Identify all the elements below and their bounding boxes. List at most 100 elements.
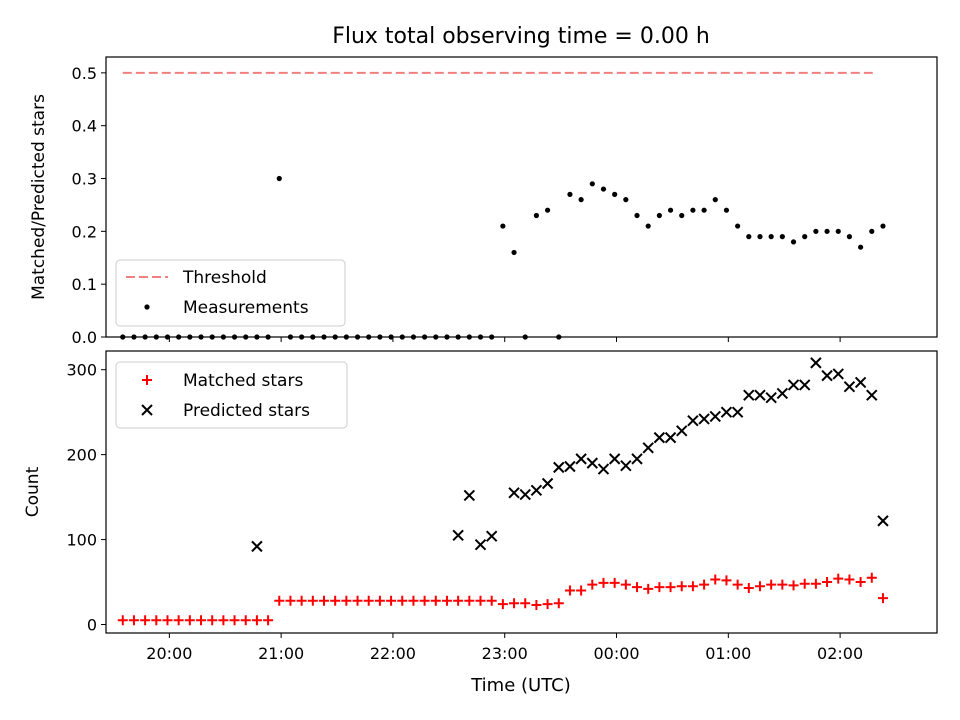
matched-star-point (453, 595, 464, 606)
measurement-point (824, 228, 830, 234)
matched-star-point (128, 615, 139, 626)
predicted-star-point (854, 376, 867, 389)
legend-label-predicted: Predicted stars (183, 401, 310, 421)
measurement-point (131, 334, 137, 340)
matched-star-point (218, 615, 229, 626)
matched-star-point (374, 595, 385, 606)
predicted-star-point (485, 530, 498, 542)
measurement-point (846, 234, 853, 240)
measurement-point (634, 212, 640, 219)
measurement-point (164, 334, 171, 340)
matched-star-point (352, 595, 363, 606)
legend-frame (115, 361, 348, 429)
measurement-point (723, 207, 730, 213)
y-tick-label: 0 (87, 616, 97, 635)
matched-star-point (330, 595, 341, 606)
y-tick-label: 0.5 (72, 64, 97, 83)
matched-star-point (207, 615, 218, 626)
matched-star-point (117, 615, 128, 626)
measurement-point (779, 234, 785, 240)
count-panel: 0 100 200 300 20:00 21:00 22:00 23:00 00:00 01:00… (23, 350, 938, 663)
legend-swatch-predicted (141, 404, 153, 416)
matched-star-point (520, 598, 531, 609)
x-tick-label: 21:00 (258, 644, 304, 663)
legend-label-measurements: Measurements (183, 298, 309, 318)
measurement-point (120, 334, 126, 340)
measurement-point (231, 334, 238, 340)
measurement-point (444, 334, 450, 340)
measurement-point (667, 207, 674, 213)
matched-star-point (699, 579, 710, 590)
matched-star-point (464, 595, 475, 606)
chart-title: Flux total observing time = 0.00 h (332, 24, 710, 49)
predicted-star-point (687, 414, 699, 427)
predicted-star-point (787, 379, 800, 391)
legend-swatch-measurements (144, 304, 150, 310)
legend-label-threshold: Threshold (182, 268, 267, 288)
legend-swatch-matched (142, 375, 152, 385)
matched-star-point (251, 615, 262, 626)
matched-star-point (475, 595, 486, 606)
x-tick-label: 23:00 (482, 644, 528, 663)
measurement-point (567, 191, 573, 197)
matched-star-point (844, 574, 855, 585)
matched-star-point (151, 615, 162, 626)
plot-frame (105, 56, 938, 338)
measurement-point (880, 223, 886, 229)
predicted-star-point (597, 463, 610, 475)
matched-star-point (486, 595, 497, 606)
matched-star-point (620, 579, 631, 590)
y-tick-label: 0.2 (72, 222, 97, 241)
matched-star-point (576, 585, 587, 596)
matched-star-point (743, 582, 754, 593)
predicted-star-point (452, 529, 464, 542)
matched-star-point (307, 595, 318, 606)
measurement-point (790, 239, 797, 245)
measurement-point (142, 334, 148, 340)
measurement-point (176, 334, 182, 340)
measurement-point (299, 334, 305, 340)
predicted-star-point (832, 368, 844, 380)
measurement-point (354, 334, 361, 340)
matched-star-point (296, 595, 307, 606)
measurement-point (243, 334, 249, 340)
predicted-star-point (664, 431, 677, 444)
predicted-star-point (463, 489, 476, 502)
matched-star-point (598, 577, 609, 588)
measurement-point (645, 223, 651, 229)
predicted-star-point (799, 379, 811, 391)
measurement-point (477, 334, 484, 340)
measurement-point (701, 207, 707, 213)
predicted-star-point (843, 380, 856, 393)
matched-star-point (643, 583, 654, 594)
predicted-star-point (810, 357, 822, 369)
measurement-point (489, 334, 495, 340)
predicted-star-point (709, 410, 721, 423)
measurement-point (802, 234, 808, 240)
matched-star-point (833, 573, 844, 584)
matched-star-point (687, 581, 698, 592)
predicted-star-point (586, 457, 599, 469)
y-tick-label: 0.0 (72, 328, 97, 347)
predicted-star-point (608, 453, 621, 465)
matched-star-point (140, 615, 151, 626)
predicted-star-point (754, 389, 766, 401)
matched-star-point (799, 578, 810, 589)
measurement-point (321, 334, 327, 340)
ratio-panel: 0.0 0.1 0.2 0.3 0.4 0.5 Matched/Predicted star… (29, 56, 938, 347)
measurement-point (712, 197, 718, 203)
matched-star-point (419, 595, 430, 606)
legend-label-matched: Matched stars (183, 371, 303, 391)
y-tick-label: 200 (66, 446, 97, 465)
measurement-point (287, 334, 294, 340)
matched-star-point (497, 599, 508, 610)
measurement-point (623, 197, 629, 203)
matched-star-point (363, 595, 374, 606)
matched-star-point (263, 615, 274, 626)
measurement-point (612, 191, 618, 197)
legend: Threshold Measurements (115, 259, 346, 327)
predicted-star-point (776, 387, 789, 400)
predicted-star-point (731, 406, 744, 418)
measurement-point (466, 334, 472, 340)
measurement-point (869, 228, 875, 234)
